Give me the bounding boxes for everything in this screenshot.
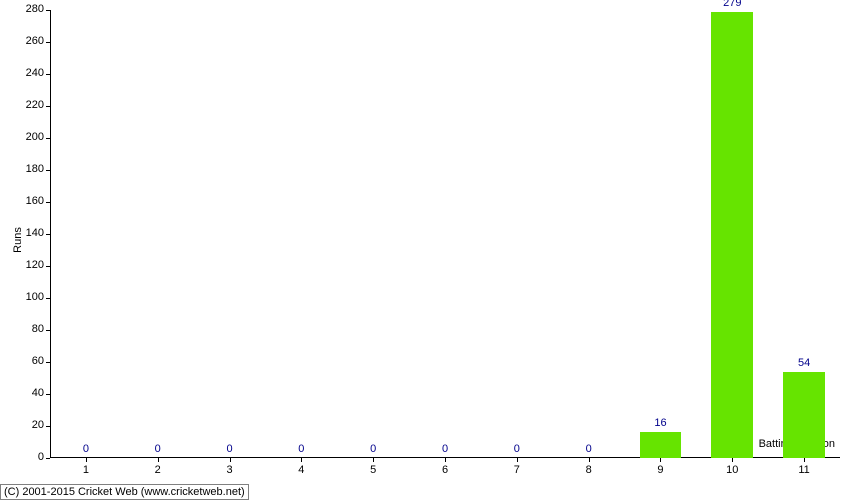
bar-value-label: 0 [155,443,161,455]
y-tick [46,42,50,43]
x-tick-label: 9 [640,464,680,476]
y-tick-label: 260 [26,35,44,47]
y-tick [46,266,50,267]
y-tick [46,74,50,75]
x-tick-label: 1 [66,464,106,476]
x-tick-label: 3 [210,464,250,476]
y-tick [46,394,50,395]
bar-value-label: 0 [370,443,376,455]
y-tick [46,170,50,171]
x-tick-label: 7 [497,464,537,476]
y-tick-label: 280 [26,3,44,15]
bar-value-label: 279 [723,0,741,9]
x-tick [660,458,661,462]
y-axis-label: Runs [12,227,24,253]
x-tick [804,458,805,462]
y-tick-label: 180 [26,163,44,175]
x-tick-label: 2 [138,464,178,476]
x-tick-label: 10 [712,464,752,476]
bar-value-label: 0 [226,443,232,455]
y-tick [46,202,50,203]
y-tick [46,362,50,363]
y-tick-label: 220 [26,99,44,111]
x-tick-label: 8 [569,464,609,476]
x-tick [230,458,231,462]
y-tick [46,426,50,427]
y-tick-label: 0 [38,451,44,463]
bar-value-label: 0 [514,443,520,455]
y-tick [46,234,50,235]
y-tick-label: 100 [26,291,44,303]
x-tick [373,458,374,462]
y-tick [46,458,50,459]
y-tick-label: 40 [32,387,44,399]
x-tick [517,458,518,462]
bar-value-label: 54 [798,357,810,369]
x-tick-label: 4 [281,464,321,476]
bar-value-label: 16 [654,417,666,429]
y-tick [46,298,50,299]
x-tick [589,458,590,462]
y-tick-label: 60 [32,355,44,367]
x-tick [301,458,302,462]
bar [783,372,825,458]
bar-value-label: 0 [83,443,89,455]
x-tick-label: 6 [425,464,465,476]
y-tick-label: 160 [26,195,44,207]
y-tick [46,330,50,331]
y-tick-label: 120 [26,259,44,271]
chart-container: Runs Batting Position (C) 2001-2015 Cric… [0,0,850,500]
y-tick-label: 80 [32,323,44,335]
x-tick [445,458,446,462]
bar [711,12,753,458]
bar [640,432,682,458]
x-tick-label: 5 [353,464,393,476]
copyright-text: (C) 2001-2015 Cricket Web (www.cricketwe… [0,484,249,500]
x-tick-label: 11 [784,464,824,476]
y-tick-label: 200 [26,131,44,143]
bar-value-label: 0 [586,443,592,455]
y-tick [46,10,50,11]
x-tick [86,458,87,462]
y-tick [46,138,50,139]
x-tick [732,458,733,462]
x-tick [158,458,159,462]
y-tick-label: 20 [32,419,44,431]
bar-value-label: 0 [298,443,304,455]
y-tick [46,106,50,107]
bar-value-label: 0 [442,443,448,455]
y-tick-label: 140 [26,227,44,239]
y-tick-label: 240 [26,67,44,79]
